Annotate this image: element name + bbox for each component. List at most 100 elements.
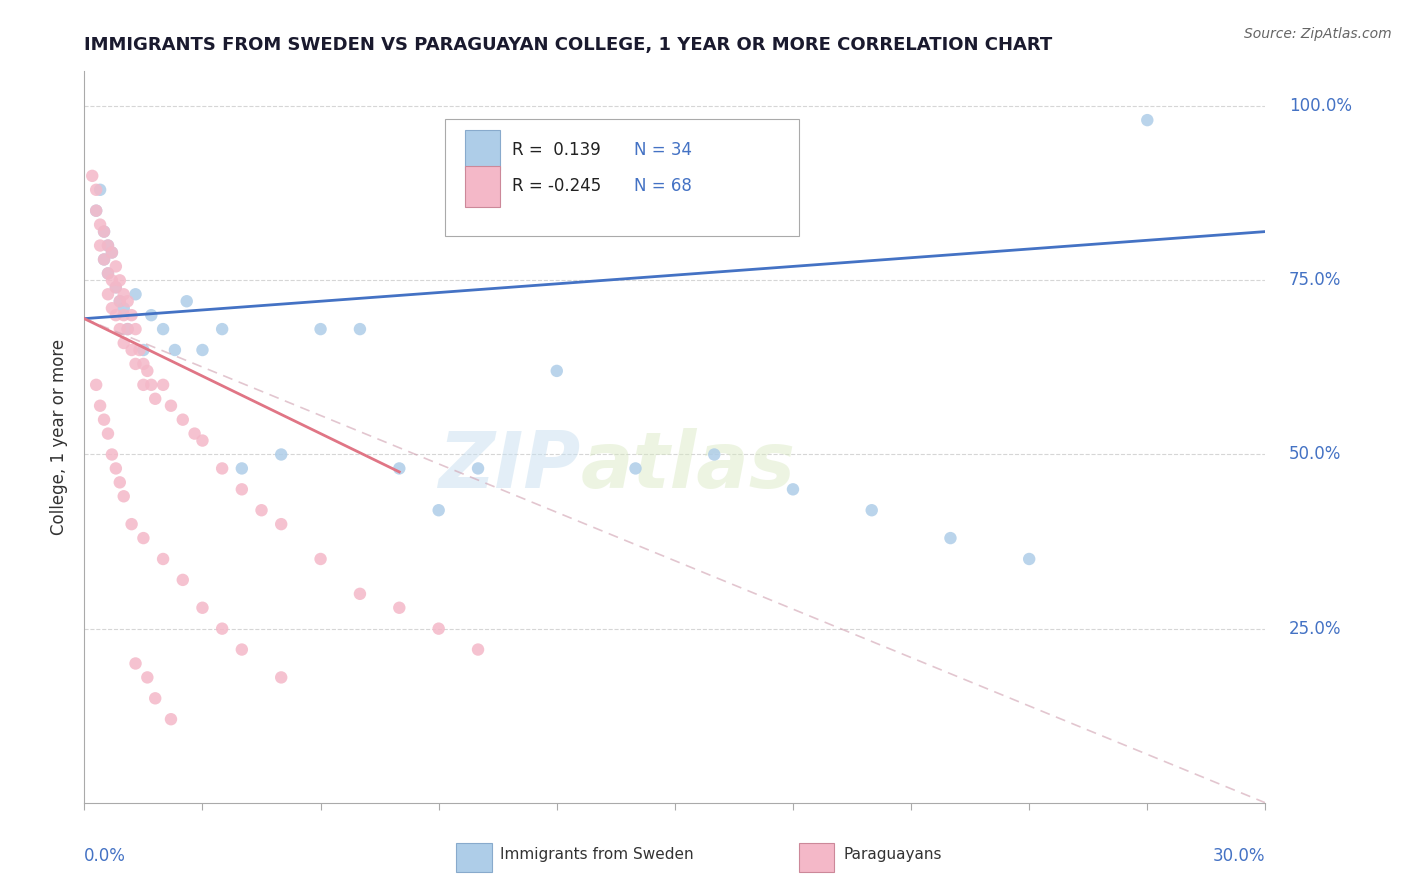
Point [191,600,214,615]
Point [939,531,962,545]
Text: R =  0.139: R = 0.139 [512,141,600,159]
Point [143,691,166,706]
Point [101,273,124,287]
Text: ZIP: ZIP [439,428,581,504]
Point [132,343,155,357]
Point [270,670,292,684]
Text: 0.0%: 0.0% [84,847,127,864]
Point [388,461,411,475]
Point [152,377,174,392]
Text: Immigrants from Sweden: Immigrants from Sweden [501,847,693,862]
Point [427,503,450,517]
Point [231,642,253,657]
Point [84,203,107,218]
Point [108,294,131,309]
Point [112,336,135,351]
Point [97,238,120,252]
Point [89,399,111,413]
Point [124,657,146,671]
Point [101,301,124,316]
Point [124,287,146,301]
Point [467,642,489,657]
Point [172,573,194,587]
Text: R = -0.245: R = -0.245 [512,178,602,195]
Text: Source: ZipAtlas.com: Source: ZipAtlas.com [1244,27,1392,41]
Point [93,252,115,267]
Point [211,322,233,336]
Point [163,343,186,357]
Text: 75.0%: 75.0% [1289,271,1341,289]
Point [104,308,127,322]
Point [117,322,139,336]
Point [117,322,139,336]
Text: 30.0%: 30.0% [1213,847,1265,864]
Point [309,552,332,566]
Text: N = 68: N = 68 [634,178,692,195]
Point [160,712,183,726]
Bar [464,130,501,170]
Point [128,343,150,357]
Point [108,294,131,309]
Point [84,203,107,218]
Point [270,517,292,532]
Point [89,183,111,197]
Point [1018,552,1040,566]
Point [121,343,143,357]
Text: 100.0%: 100.0% [1289,97,1353,115]
Point [124,322,146,336]
Point [270,448,292,462]
Point [172,412,194,426]
Point [231,483,253,497]
Point [89,218,111,232]
Point [104,260,127,274]
Point [250,503,273,517]
Point [121,517,143,532]
Point [108,273,131,287]
Point [108,322,131,336]
Point [191,343,214,357]
Point [121,308,143,322]
Point [388,600,411,615]
Point [160,399,183,413]
Point [141,377,163,392]
Point [93,225,115,239]
Point [93,225,115,239]
Point [112,301,135,316]
Point [97,266,120,280]
Point [97,238,120,252]
Point [104,280,127,294]
Text: IMMIGRANTS FROM SWEDEN VS PARAGUAYAN COLLEGE, 1 YEAR OR MORE CORRELATION CHART: IMMIGRANTS FROM SWEDEN VS PARAGUAYAN COL… [84,36,1053,54]
Y-axis label: College, 1 year or more: College, 1 year or more [51,339,69,535]
Text: atlas: atlas [581,428,796,504]
Point [152,322,174,336]
Point [703,448,725,462]
Point [101,245,124,260]
Point [82,169,104,183]
Point [152,552,174,566]
Point [1136,113,1159,128]
Text: 25.0%: 25.0% [1289,620,1341,638]
Text: 50.0%: 50.0% [1289,445,1341,464]
FancyBboxPatch shape [444,119,799,235]
Point [93,412,115,426]
Point [117,294,139,309]
Point [93,252,115,267]
Text: Paraguayans: Paraguayans [844,847,942,862]
Bar [464,167,501,207]
Point [97,266,120,280]
Point [349,587,371,601]
Point [97,287,120,301]
Point [124,357,146,371]
Point [108,475,131,490]
Point [141,308,163,322]
Point [231,461,253,475]
Point [132,357,155,371]
Point [112,308,135,322]
Point [84,377,107,392]
Point [136,364,159,378]
Point [101,245,124,260]
Point [89,238,111,252]
Point [132,377,155,392]
Point [112,489,135,503]
Point [112,287,135,301]
